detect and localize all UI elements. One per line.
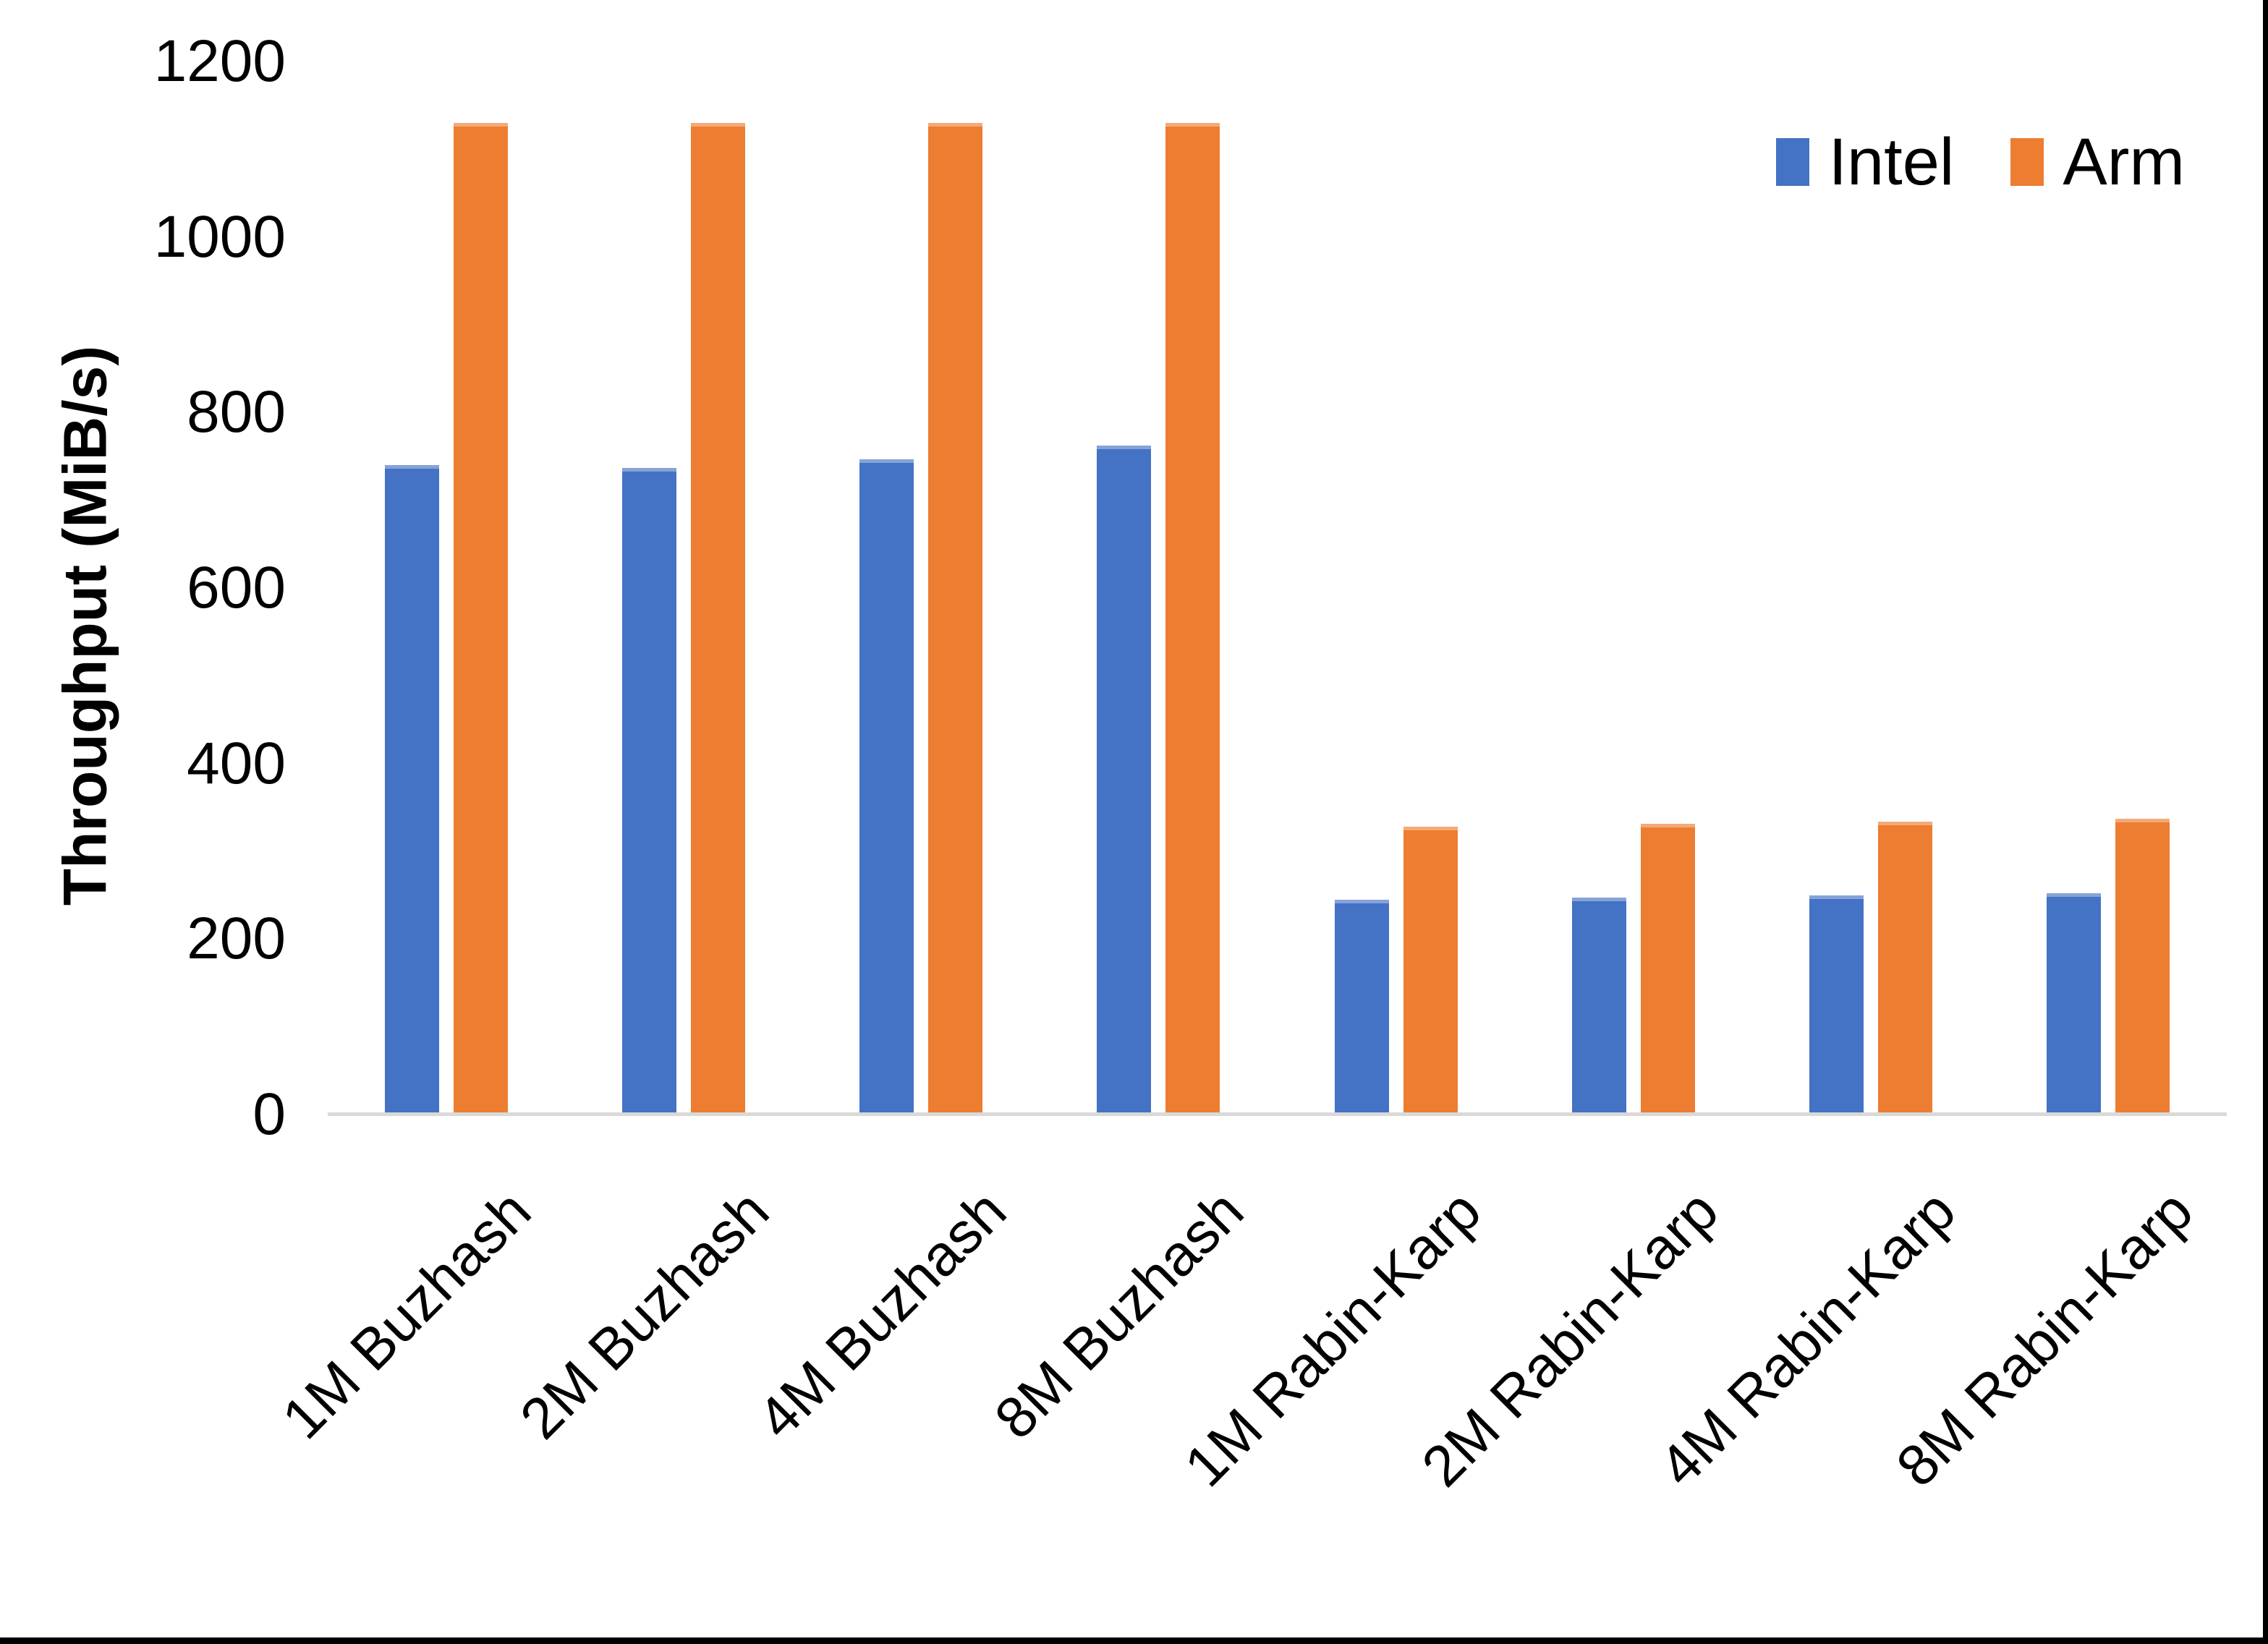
x-category-label: 4M Buzhash	[744, 1177, 1018, 1452]
legend: Intel Arm	[1776, 129, 2185, 195]
y-tick-label: 800	[187, 379, 286, 446]
legend-item-arm: Arm	[2010, 129, 2185, 195]
y-tick-label: 1200	[153, 28, 286, 94]
bar-arm-1m-rabin-karp	[1403, 827, 1458, 1115]
bar-arm-2m-rabin-karp	[1640, 824, 1695, 1115]
bar-arm-8m-rabin-karp	[2115, 819, 2170, 1115]
y-axis-title: Throughput (MiB/s)	[51, 345, 119, 906]
legend-label-intel: Intel	[1828, 125, 1955, 199]
bar-arm-8m-buzhash	[1165, 122, 1220, 1115]
bar-intel-1m-buzhash	[385, 465, 440, 1115]
bar-intel-2m-rabin-karp	[1571, 898, 1626, 1115]
y-tick-label: 600	[187, 555, 286, 621]
bar-arm-1m-buzhash	[454, 122, 509, 1115]
legend-item-intel: Intel	[1776, 129, 1954, 195]
bar-intel-2m-buzhash	[622, 467, 677, 1115]
y-tick-label: 400	[187, 730, 286, 796]
y-tick-label: 0	[252, 1081, 286, 1147]
window-border-right	[2263, 0, 2268, 1644]
window-border-bottom	[0, 1637, 2268, 1644]
bar-intel-8m-rabin-karp	[2046, 893, 2101, 1115]
bar-arm-4m-rabin-karp	[1877, 821, 1932, 1115]
x-axis-line	[328, 1112, 2227, 1116]
bar-arm-2m-buzhash	[691, 122, 746, 1115]
x-category-label: 1M Buzhash	[270, 1177, 543, 1452]
legend-label-arm: Arm	[2063, 125, 2185, 199]
legend-swatch-arm-icon	[2010, 138, 2044, 186]
bar-intel-4m-buzhash	[859, 459, 914, 1115]
bar-intel-4m-rabin-karp	[1809, 895, 1864, 1115]
y-tick-label: 1000	[153, 203, 286, 270]
x-category-label: 2M Buzhash	[507, 1177, 781, 1452]
bar-arm-4m-buzhash	[928, 122, 983, 1115]
legend-swatch-intel-icon	[1776, 138, 1810, 186]
y-tick-label: 200	[187, 906, 286, 972]
bar-intel-8m-buzhash	[1097, 446, 1152, 1115]
bar-intel-1m-rabin-karp	[1334, 899, 1389, 1115]
